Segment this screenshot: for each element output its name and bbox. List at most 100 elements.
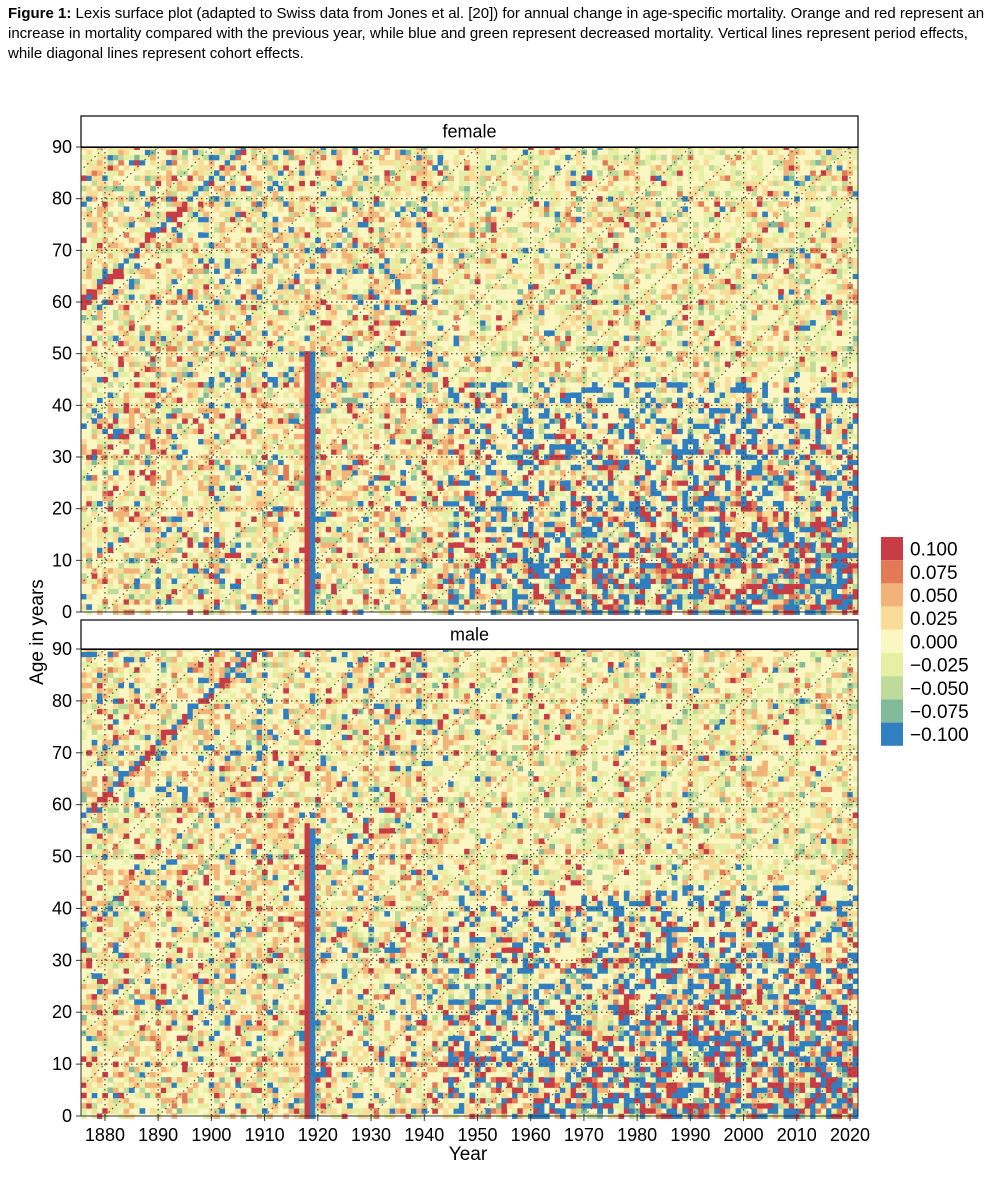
heat-cell — [528, 593, 534, 600]
heat-cell — [86, 149, 93, 156]
heat-cell — [426, 413, 433, 419]
heat-cell — [219, 371, 226, 378]
heat-cell — [176, 232, 183, 238]
heat-cell — [384, 376, 391, 383]
heat-cell — [432, 278, 438, 285]
heat-cell — [394, 190, 401, 197]
heat-cell — [96, 149, 103, 156]
heat-cell — [357, 180, 364, 187]
heat-cell — [112, 568, 119, 574]
heat-cell — [171, 464, 178, 471]
heat-cell — [485, 438, 492, 445]
heat-cell — [203, 283, 210, 290]
heat-cell — [198, 216, 204, 223]
heat-cell — [299, 159, 305, 166]
heat-cell — [81, 175, 87, 181]
heat-cell — [182, 258, 188, 264]
heat-cell — [219, 490, 226, 497]
heat-cell — [363, 568, 369, 574]
heat-cell — [134, 201, 140, 207]
heat-cell — [309, 314, 316, 321]
heat-cell — [182, 149, 188, 156]
heat-cell — [363, 314, 369, 321]
heat-cell — [245, 438, 252, 445]
heat-cell — [379, 232, 385, 238]
heat-cell — [208, 376, 215, 383]
heat-cell — [293, 459, 300, 466]
heat-cell — [480, 227, 486, 233]
heat-cell — [373, 314, 380, 321]
heat-cell — [139, 283, 146, 290]
heat-cell — [501, 159, 508, 166]
heat-cell — [331, 402, 337, 409]
heat-cell — [528, 418, 534, 424]
heat-cell — [256, 531, 263, 538]
heat-cell — [224, 552, 231, 559]
heat-cell — [91, 289, 98, 295]
heat-cell — [245, 314, 252, 321]
heat-cell — [134, 562, 140, 569]
heat-cell — [416, 407, 422, 414]
heat-cell — [187, 599, 194, 605]
heat-cell — [293, 418, 300, 424]
heat-cell — [501, 242, 508, 249]
heat-cell — [166, 490, 172, 497]
heat-cell — [283, 593, 289, 600]
heat-cell — [496, 542, 502, 548]
heat-cell — [331, 180, 337, 187]
heat-cell — [309, 258, 316, 264]
heat-cell — [458, 294, 465, 300]
heat-cell — [331, 304, 337, 311]
heat-cell — [299, 252, 305, 259]
heat-cell — [107, 402, 114, 409]
heat-cell — [139, 206, 146, 212]
heat-cell — [107, 547, 114, 553]
heat-cell — [357, 247, 364, 254]
heat-cell — [230, 475, 236, 481]
heat-cell — [102, 237, 109, 243]
heat-cell — [96, 216, 103, 223]
heat-cell — [112, 376, 119, 383]
heat-cell — [144, 531, 151, 538]
heat-cell — [469, 500, 476, 507]
heat-cell — [394, 511, 401, 517]
heat-cell — [309, 547, 316, 553]
heat-cell — [304, 552, 311, 559]
heat-cell — [166, 314, 172, 321]
heat-cell — [501, 325, 508, 331]
heat-cell — [235, 526, 242, 533]
heat-cell — [208, 382, 215, 388]
heat-cell — [389, 351, 396, 357]
heat-cell — [517, 345, 524, 352]
heat-cell — [469, 392, 476, 398]
heat-cell — [405, 185, 412, 192]
heat-cell — [490, 444, 497, 450]
heat-cell — [416, 387, 422, 393]
heat-cell — [299, 593, 305, 600]
heat-cell — [421, 227, 428, 233]
heat-cell — [123, 304, 130, 311]
heat-cell — [219, 340, 226, 347]
heat-cell — [336, 185, 343, 192]
heat-cell — [139, 232, 146, 238]
heat-cell — [469, 604, 476, 610]
heat-cell — [480, 428, 486, 435]
heat-cell — [309, 330, 316, 336]
heat-cell — [256, 330, 263, 336]
heat-cell — [405, 387, 412, 393]
heat-cell — [81, 593, 87, 600]
heat-cell — [357, 413, 364, 419]
heat-cell — [325, 376, 332, 383]
heat-cell — [474, 428, 481, 435]
heat-cell — [230, 402, 236, 409]
heat-cell — [506, 366, 513, 373]
heat-cell — [480, 459, 486, 466]
heat-cell — [208, 511, 215, 517]
heat-cell — [506, 258, 513, 264]
heat-cell — [288, 268, 295, 274]
heat-cell — [176, 185, 183, 192]
heat-cell — [517, 459, 524, 466]
heat-cell — [325, 495, 332, 502]
heat-cell — [533, 418, 540, 424]
heat-cell — [426, 387, 433, 393]
